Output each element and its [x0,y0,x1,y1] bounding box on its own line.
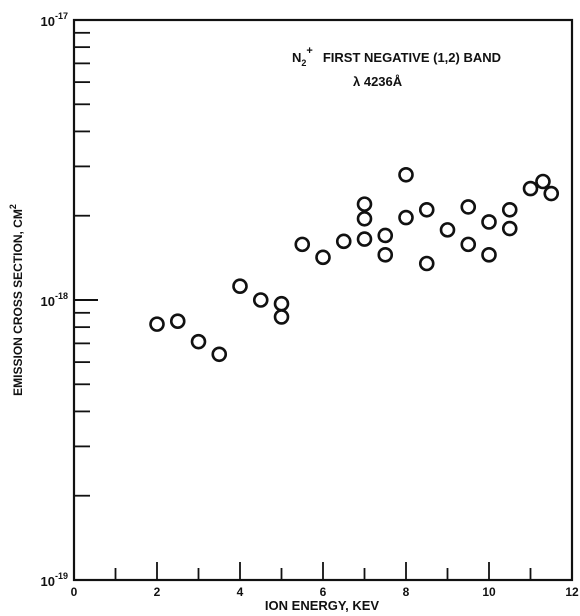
data-point [356,231,373,247]
data-point [439,222,456,238]
data-point [418,255,435,272]
data-point [522,180,539,197]
y-axis-label-superscript: 2 [8,204,18,209]
data-point [398,209,414,226]
x-tick-label: 10 [482,585,496,599]
x-tick-label: 0 [71,585,78,599]
data-point [232,278,248,295]
data-point [273,309,290,325]
data-point [190,333,207,350]
x-axis-ticks [73,562,573,580]
title-band: FIRST NEGATIVE (1,2) BAND [323,50,501,65]
data-point [543,185,560,202]
data-point [169,313,186,330]
x-axis-label: ION ENERGY, KEV [265,598,379,613]
data-point [315,249,331,266]
svg-text:N2+FIRST NEGATIVE (1,2) BAND: N2+ FIRST NEGATIVE (1,2) BAND [292,45,501,68]
title-species: N [292,50,301,65]
data-point [294,236,311,253]
data-point [149,316,165,332]
y-axis-label-text: EMISSION CROSS SECTION, CM [11,209,25,396]
x-axis-tick-labels: 0 2 4 6 8 10 12 [71,585,579,599]
y-axis-label: EMISSION CROSS SECTION, CM2 [8,204,25,396]
data-points [149,166,560,363]
data-point [398,166,414,183]
data-point [211,346,228,363]
title-superscript: + [306,45,312,57]
data-point [377,247,394,263]
data-point [252,292,269,308]
y-tick-label: 10-19 [41,571,68,589]
data-point [418,201,435,218]
data-point [273,295,290,312]
data-point [481,247,497,263]
data-point [356,196,373,212]
data-point [460,236,477,253]
title-wavelength: λ 4236Å [353,74,403,89]
x-tick-label: 6 [320,585,327,599]
x-tick-label: 2 [154,585,161,599]
chart-title: N2+ FIRST NEGATIVE (1,2) BAND λ 4236Å [292,45,501,89]
data-point [377,227,394,244]
x-tick-label: 8 [403,585,410,599]
data-point [460,199,477,215]
y-axis-ticks [74,19,98,581]
y-tick-label: 10-17 [41,11,68,29]
x-tick-label: 4 [237,585,244,599]
plot-frame [72,18,574,582]
data-point [481,214,497,230]
y-axis-tick-labels: 10-19 10-18 10-17 [41,11,68,589]
title-subscript: 2 [301,58,306,68]
data-point [335,233,352,250]
data-point [501,201,518,218]
data-point [535,173,551,190]
x-tick-label: 12 [565,585,579,599]
data-point [356,210,373,227]
data-point [501,220,518,237]
y-tick-label: 10-18 [41,291,68,309]
